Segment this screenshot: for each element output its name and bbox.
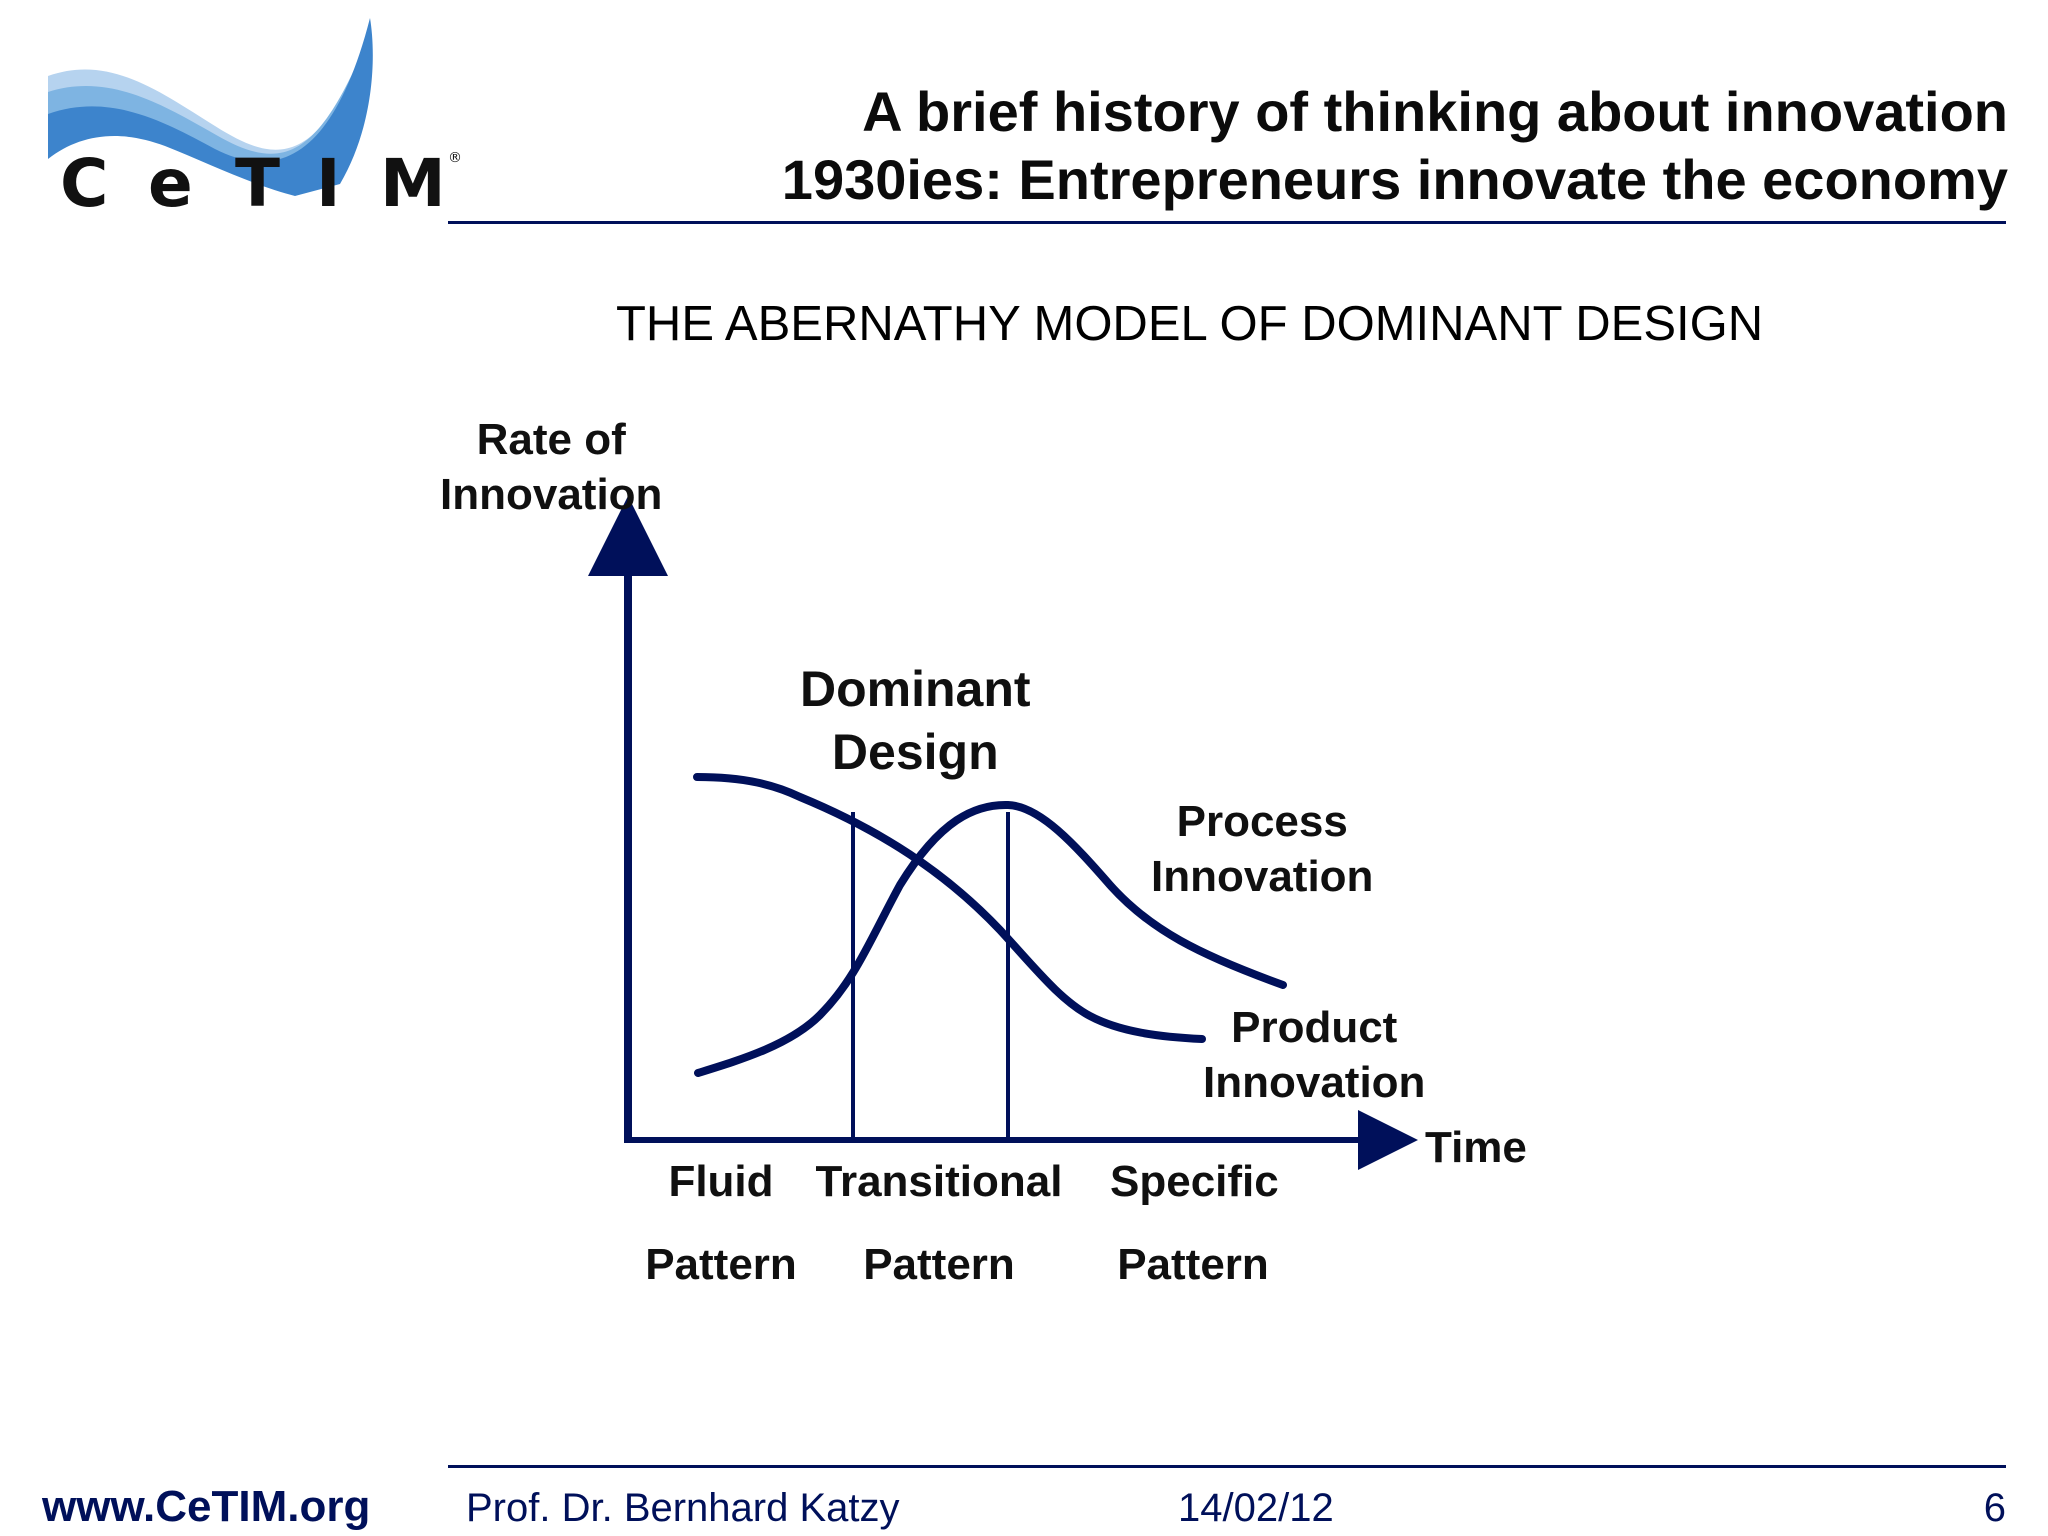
phase-transitional-line2: Pattern — [863, 1240, 1015, 1289]
phase-fluid-line1: Fluid — [668, 1157, 774, 1206]
process-innovation-curve — [694, 800, 1287, 1077]
logo-letter-c: C — [60, 145, 108, 222]
footer-rule — [448, 1465, 2006, 1468]
phase-transitional-line1: Transitional — [815, 1157, 1063, 1206]
header-title-line2: 1930ies: Entrepreneurs innovate the econ… — [781, 148, 2008, 211]
footer-page-number: 6 — [1983, 1486, 2006, 1530]
logo-wave-dark — [48, 18, 373, 196]
header-title-line1: A brief history of thinking about innova… — [862, 80, 2008, 143]
product-innovation-label: Product Innovation — [1203, 1000, 1425, 1110]
y-axis-label-line1: Rate of — [476, 415, 626, 464]
y-axis-label-line2: Innovation — [440, 470, 663, 519]
dominant-design-line2: Design — [831, 724, 999, 780]
y-axis-label: Rate of Innovation — [440, 412, 662, 522]
logo-graphic: C e T I M ® — [48, 18, 462, 222]
slide-subtitle: THE ABERNATHY MODEL OF DOMINANT DESIGN — [616, 297, 1764, 351]
logo-letter-t: T — [235, 145, 280, 222]
slide-header: A brief history of thinking about innova… — [782, 78, 2008, 214]
footer-date: 14/02/12 — [1178, 1486, 1334, 1530]
cetim-logo: C e T I M ® — [40, 14, 470, 224]
logo-registered-mark: ® — [448, 150, 462, 166]
phase-transitional: Transitional Pattern — [811, 1140, 1067, 1306]
product-label-line2: Innovation — [1203, 1058, 1426, 1107]
phase-specific-line2: Pattern — [1117, 1240, 1269, 1289]
footer-url-link[interactable]: www.CeTIM.org — [42, 1482, 371, 1531]
product-label-line1: Product — [1231, 1003, 1398, 1052]
dominant-design-line1: Dominant — [800, 661, 1031, 717]
process-label-line1: Process — [1176, 797, 1348, 846]
x-axis-label: Time — [1425, 1123, 1527, 1172]
process-innovation-label: Process Innovation — [1151, 794, 1373, 904]
phase-fluid-line2: Pattern — [645, 1240, 797, 1289]
header-rule — [448, 221, 2006, 224]
process-label-line2: Innovation — [1151, 852, 1374, 901]
phase-specific: Specific Pattern — [1110, 1140, 1279, 1306]
logo-letter-e: e — [148, 145, 193, 222]
phase-specific-line1: Specific — [1110, 1157, 1279, 1206]
product-innovation-curve — [693, 773, 1206, 1043]
phase-fluid: Fluid Pattern — [643, 1140, 799, 1306]
footer-author: Prof. Dr. Bernhard Katzy — [466, 1486, 900, 1530]
logo-letter-m: M — [380, 145, 446, 222]
dominant-design-label: Dominant Design — [800, 658, 1031, 784]
logo-letter-i: I — [316, 145, 341, 222]
